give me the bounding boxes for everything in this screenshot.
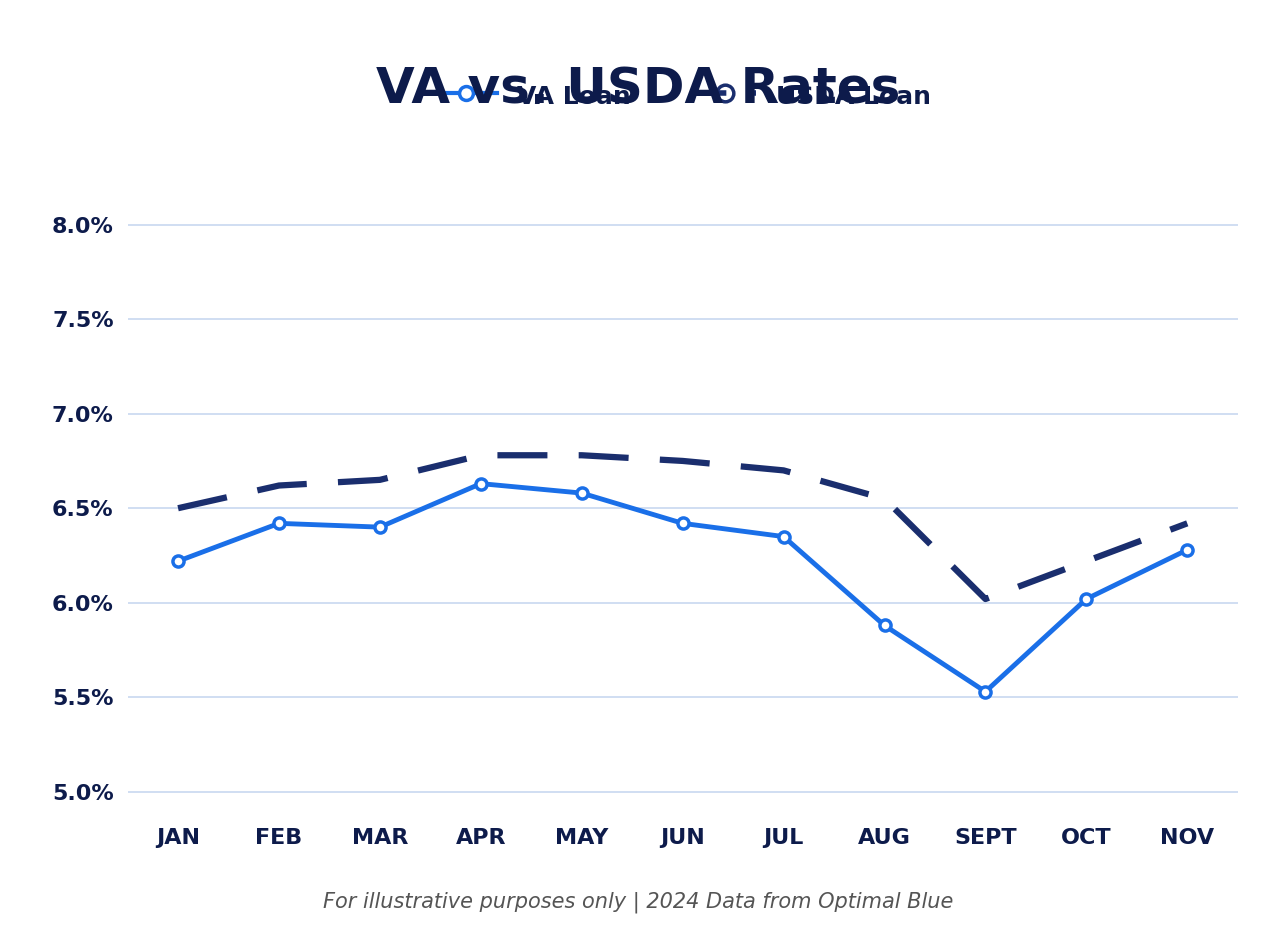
- Legend: VA Loan, USDA Loan: VA Loan, USDA Loan: [425, 71, 940, 121]
- Text: For illustrative purposes only | 2024 Data from Optimal Blue: For illustrative purposes only | 2024 Da…: [323, 892, 953, 913]
- Text: VA vs. USDA Rates: VA vs. USDA Rates: [376, 65, 900, 114]
